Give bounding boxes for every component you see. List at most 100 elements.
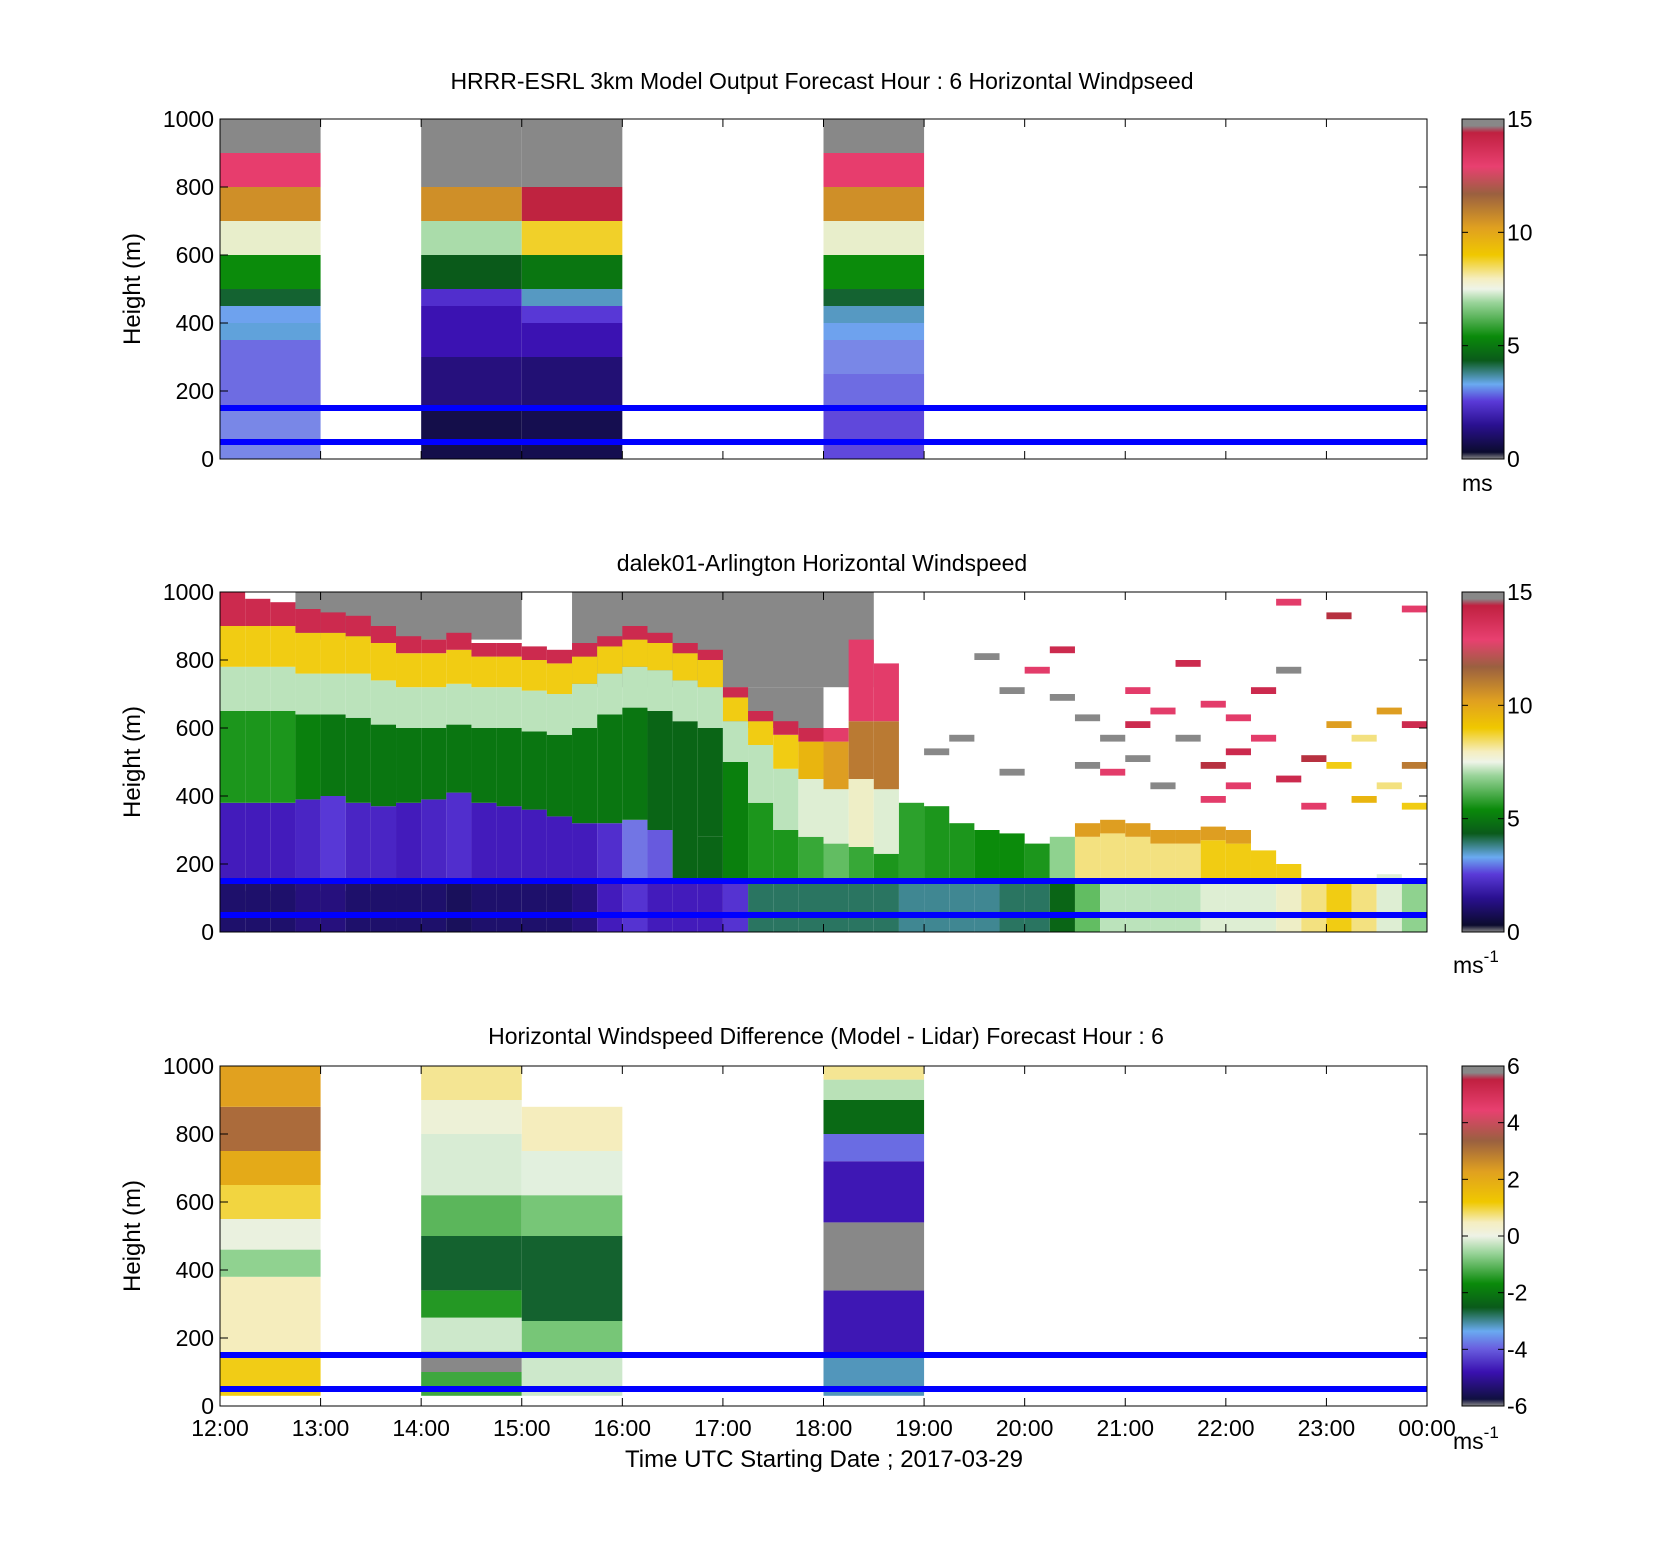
heatmap-cell	[1301, 802, 1327, 810]
heatmap-cell	[1301, 755, 1327, 762]
model-colorbar	[1461, 118, 1505, 460]
difference-colorbar	[1461, 1065, 1505, 1407]
heatmap-cell	[949, 881, 975, 932]
heatmap-cell	[396, 881, 422, 932]
y-tick-label: 200	[176, 1325, 214, 1351]
heatmap-cell	[924, 748, 950, 756]
difference-y-axis-label: Height (m)	[119, 1180, 146, 1292]
heatmap-cell	[647, 830, 673, 881]
heatmap-cell	[697, 881, 723, 932]
heatmap-cell	[798, 881, 824, 932]
heatmap-cell	[345, 717, 371, 803]
heatmap-cell	[521, 1321, 623, 1355]
difference-panel-title: Horizontal Windspeed Difference (Model -…	[488, 1023, 1164, 1049]
heatmap-cell	[1276, 881, 1302, 932]
heatmap-cell	[220, 306, 321, 323]
x-tick-label: 13:00	[292, 1415, 350, 1441]
heatmap-cell	[898, 802, 925, 881]
heatmap-cell	[496, 806, 522, 881]
heatmap-cell	[672, 847, 698, 881]
y-tick-label: 1000	[163, 1053, 214, 1079]
heatmap-cell	[446, 632, 472, 650]
heatmap-cell	[521, 306, 623, 323]
heatmap-cell	[697, 687, 723, 728]
heatmap-cell	[421, 799, 447, 881]
heatmap-cell	[370, 643, 397, 681]
heatmap-cell	[1250, 850, 1277, 881]
heatmap-cell	[295, 799, 321, 881]
heatmap-cell	[245, 626, 271, 667]
y-tick-label: 800	[176, 647, 214, 673]
colorbar-tick-label: -2	[1507, 1280, 1527, 1306]
heatmap-cell	[1225, 881, 1251, 932]
heatmap-cell	[421, 728, 447, 800]
heatmap-cell	[546, 663, 573, 694]
heatmap-cell	[1150, 881, 1176, 932]
heatmap-cell	[496, 728, 522, 807]
heatmap-cell	[823, 187, 925, 221]
difference-y-ticks: 0 200 400 600 800 1000	[163, 1053, 1427, 1419]
colorbar-tick-label: 5	[1507, 806, 1520, 832]
heatmap-cell	[521, 119, 623, 187]
heatmap-cell	[546, 816, 573, 881]
heatmap-cell	[471, 802, 497, 881]
heatmap-cell	[1200, 840, 1226, 881]
heatmap-cell	[823, 1161, 925, 1223]
heatmap-cell	[823, 340, 925, 374]
x-tick-label: 17:00	[694, 1415, 752, 1441]
heatmap-cell	[546, 734, 573, 817]
heatmap-cell	[421, 289, 522, 306]
x-tick-label: 19:00	[895, 1415, 953, 1441]
heatmap-cell	[1376, 782, 1402, 790]
heatmap-cell	[471, 881, 497, 932]
heatmap-cell	[823, 728, 849, 742]
heatmap-cell	[220, 711, 246, 803]
heatmap-cell	[1250, 687, 1277, 694]
heatmap-cell	[597, 636, 623, 647]
heatmap-cell	[421, 255, 522, 289]
heatmap-cell	[572, 656, 598, 684]
heatmap-cell	[823, 789, 849, 844]
heatmap-cell	[521, 408, 623, 459]
heatmap-cell	[823, 843, 849, 881]
heatmap-cell	[697, 728, 723, 837]
heatmap-cell	[1074, 823, 1101, 837]
heatmap-cell	[220, 1276, 321, 1355]
heatmap-cell	[220, 1106, 321, 1151]
x-tick-label: 18:00	[795, 1415, 853, 1441]
heatmap-cell	[446, 881, 472, 932]
heatmap-cell	[521, 1195, 623, 1236]
heatmap-cell	[823, 1290, 925, 1355]
heatmap-cell	[496, 687, 522, 728]
heatmap-cell	[295, 714, 321, 800]
heatmap-cell	[1125, 881, 1151, 932]
heatmap-cell	[421, 357, 522, 408]
heatmap-cell	[999, 881, 1025, 932]
heatmap-cell	[421, 1195, 522, 1236]
y-tick-label: 600	[176, 1189, 214, 1215]
heatmap-cell	[220, 592, 246, 626]
heatmap-cell	[924, 806, 950, 881]
difference-colorbar-ticks: -6 -4 -2 0 2 4 6	[1462, 1053, 1528, 1419]
heatmap-cell	[421, 221, 522, 255]
model-panel: HRRR-ESRL 3km Model Output Forecast Hour…	[119, 68, 1533, 496]
heatmap-cell	[873, 881, 899, 932]
heatmap-cell	[1401, 762, 1427, 769]
heatmap-cell	[421, 1236, 522, 1291]
heatmap-cell	[270, 802, 296, 881]
model-colorbar-unit: ms	[1462, 470, 1493, 496]
heatmap-cell	[220, 881, 246, 932]
heatmap-cell	[1401, 802, 1427, 810]
heatmap-cell	[1074, 836, 1101, 881]
heatmap-cell	[622, 707, 648, 820]
heatmap-cell	[974, 830, 1000, 881]
x-tick-label: 20:00	[996, 1415, 1054, 1441]
heatmap-cell	[798, 779, 824, 837]
heatmap-cell	[295, 609, 321, 633]
heatmap-cell	[999, 768, 1025, 776]
heatmap-cell	[1175, 660, 1201, 667]
lidar-colorbar-unit: ms-1	[1453, 947, 1499, 978]
difference-heatmap-cells	[220, 1066, 925, 1396]
x-tick-label: 16:00	[594, 1415, 652, 1441]
heatmap-cell	[521, 1236, 623, 1321]
